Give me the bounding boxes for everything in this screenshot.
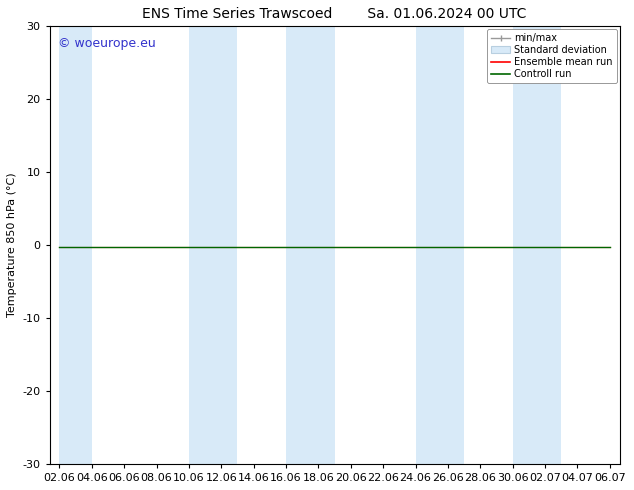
Bar xyxy=(513,26,561,464)
Bar xyxy=(415,26,464,464)
Text: © woeurope.eu: © woeurope.eu xyxy=(58,37,156,50)
Title: ENS Time Series Trawscoed        Sa. 01.06.2024 00 UTC: ENS Time Series Trawscoed Sa. 01.06.2024… xyxy=(143,7,527,21)
Legend: min/max, Standard deviation, Ensemble mean run, Controll run: min/max, Standard deviation, Ensemble me… xyxy=(487,29,617,83)
Bar xyxy=(60,26,92,464)
Bar xyxy=(189,26,238,464)
Y-axis label: Temperature 850 hPa (°C): Temperature 850 hPa (°C) xyxy=(7,173,17,318)
Bar xyxy=(286,26,335,464)
